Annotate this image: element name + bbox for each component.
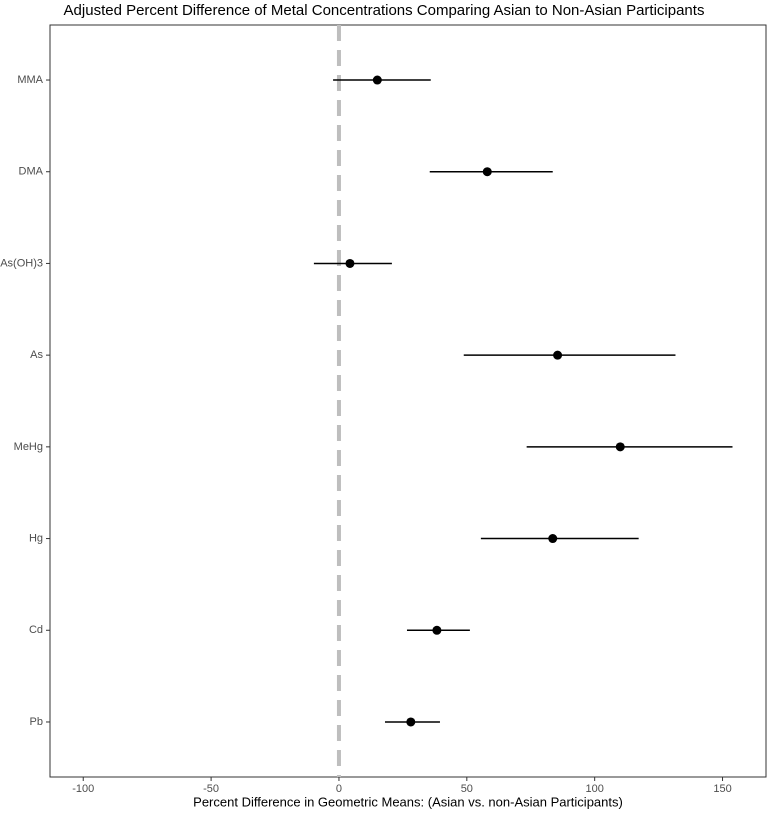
point-estimate [615, 442, 625, 452]
y-tick-label: MeHg [14, 441, 43, 453]
x-axis-label: Percent Difference in Geometric Means: (… [193, 794, 623, 809]
y-tick-label: DMA [19, 166, 44, 178]
y-tick-label: Pb [30, 716, 43, 728]
y-tick-label: As [30, 349, 43, 361]
y-tick-label: Cd [29, 624, 43, 636]
y-tick-label: As(OH)3 [0, 257, 43, 269]
point-estimate [432, 625, 442, 635]
y-tick-label: MMA [17, 74, 43, 86]
plot-frame [49, 24, 767, 778]
x-tick-label: -100 [72, 783, 94, 795]
point-estimate [482, 167, 492, 177]
point-estimate [553, 350, 563, 360]
y-tick-label: Hg [29, 532, 43, 544]
point-estimate [345, 258, 355, 268]
x-tick-label: 100 [585, 783, 603, 795]
chart-title: Adjusted Percent Difference of Metal Con… [64, 2, 705, 19]
x-tick-label: -50 [203, 783, 219, 795]
x-tick-label: 150 [713, 783, 731, 795]
point-estimate [548, 534, 558, 544]
point-estimate [372, 75, 382, 85]
x-tick-label: 0 [336, 783, 342, 795]
x-tick-label: 50 [461, 783, 473, 795]
point-estimate [406, 717, 416, 727]
